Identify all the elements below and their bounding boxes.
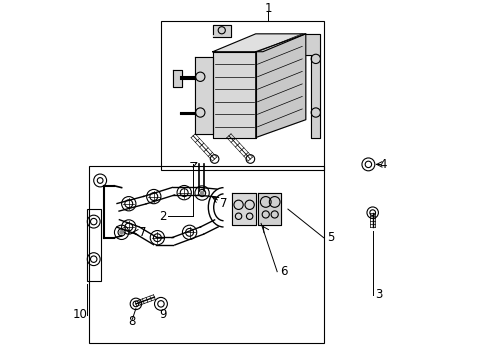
Polygon shape	[213, 25, 231, 37]
Polygon shape	[256, 34, 306, 138]
Text: 1: 1	[265, 2, 272, 15]
Polygon shape	[232, 193, 256, 225]
Text: 9: 9	[159, 308, 167, 321]
Polygon shape	[195, 57, 213, 134]
Text: 10: 10	[73, 308, 88, 321]
Polygon shape	[173, 69, 182, 87]
Text: 6: 6	[281, 265, 288, 278]
Bar	[89, 166, 324, 343]
Polygon shape	[258, 193, 281, 225]
Text: 3: 3	[375, 288, 383, 301]
Polygon shape	[213, 34, 306, 52]
Circle shape	[200, 191, 204, 195]
Text: 2: 2	[159, 210, 167, 223]
Text: 8: 8	[129, 315, 136, 328]
Text: 5: 5	[327, 231, 335, 244]
Polygon shape	[213, 52, 256, 138]
Circle shape	[120, 230, 123, 234]
Text: 7: 7	[139, 226, 147, 239]
Text: 7: 7	[220, 197, 227, 210]
Bar	[161, 21, 324, 170]
Bar	[87, 209, 100, 281]
Text: 4: 4	[379, 158, 387, 171]
Polygon shape	[306, 34, 320, 138]
